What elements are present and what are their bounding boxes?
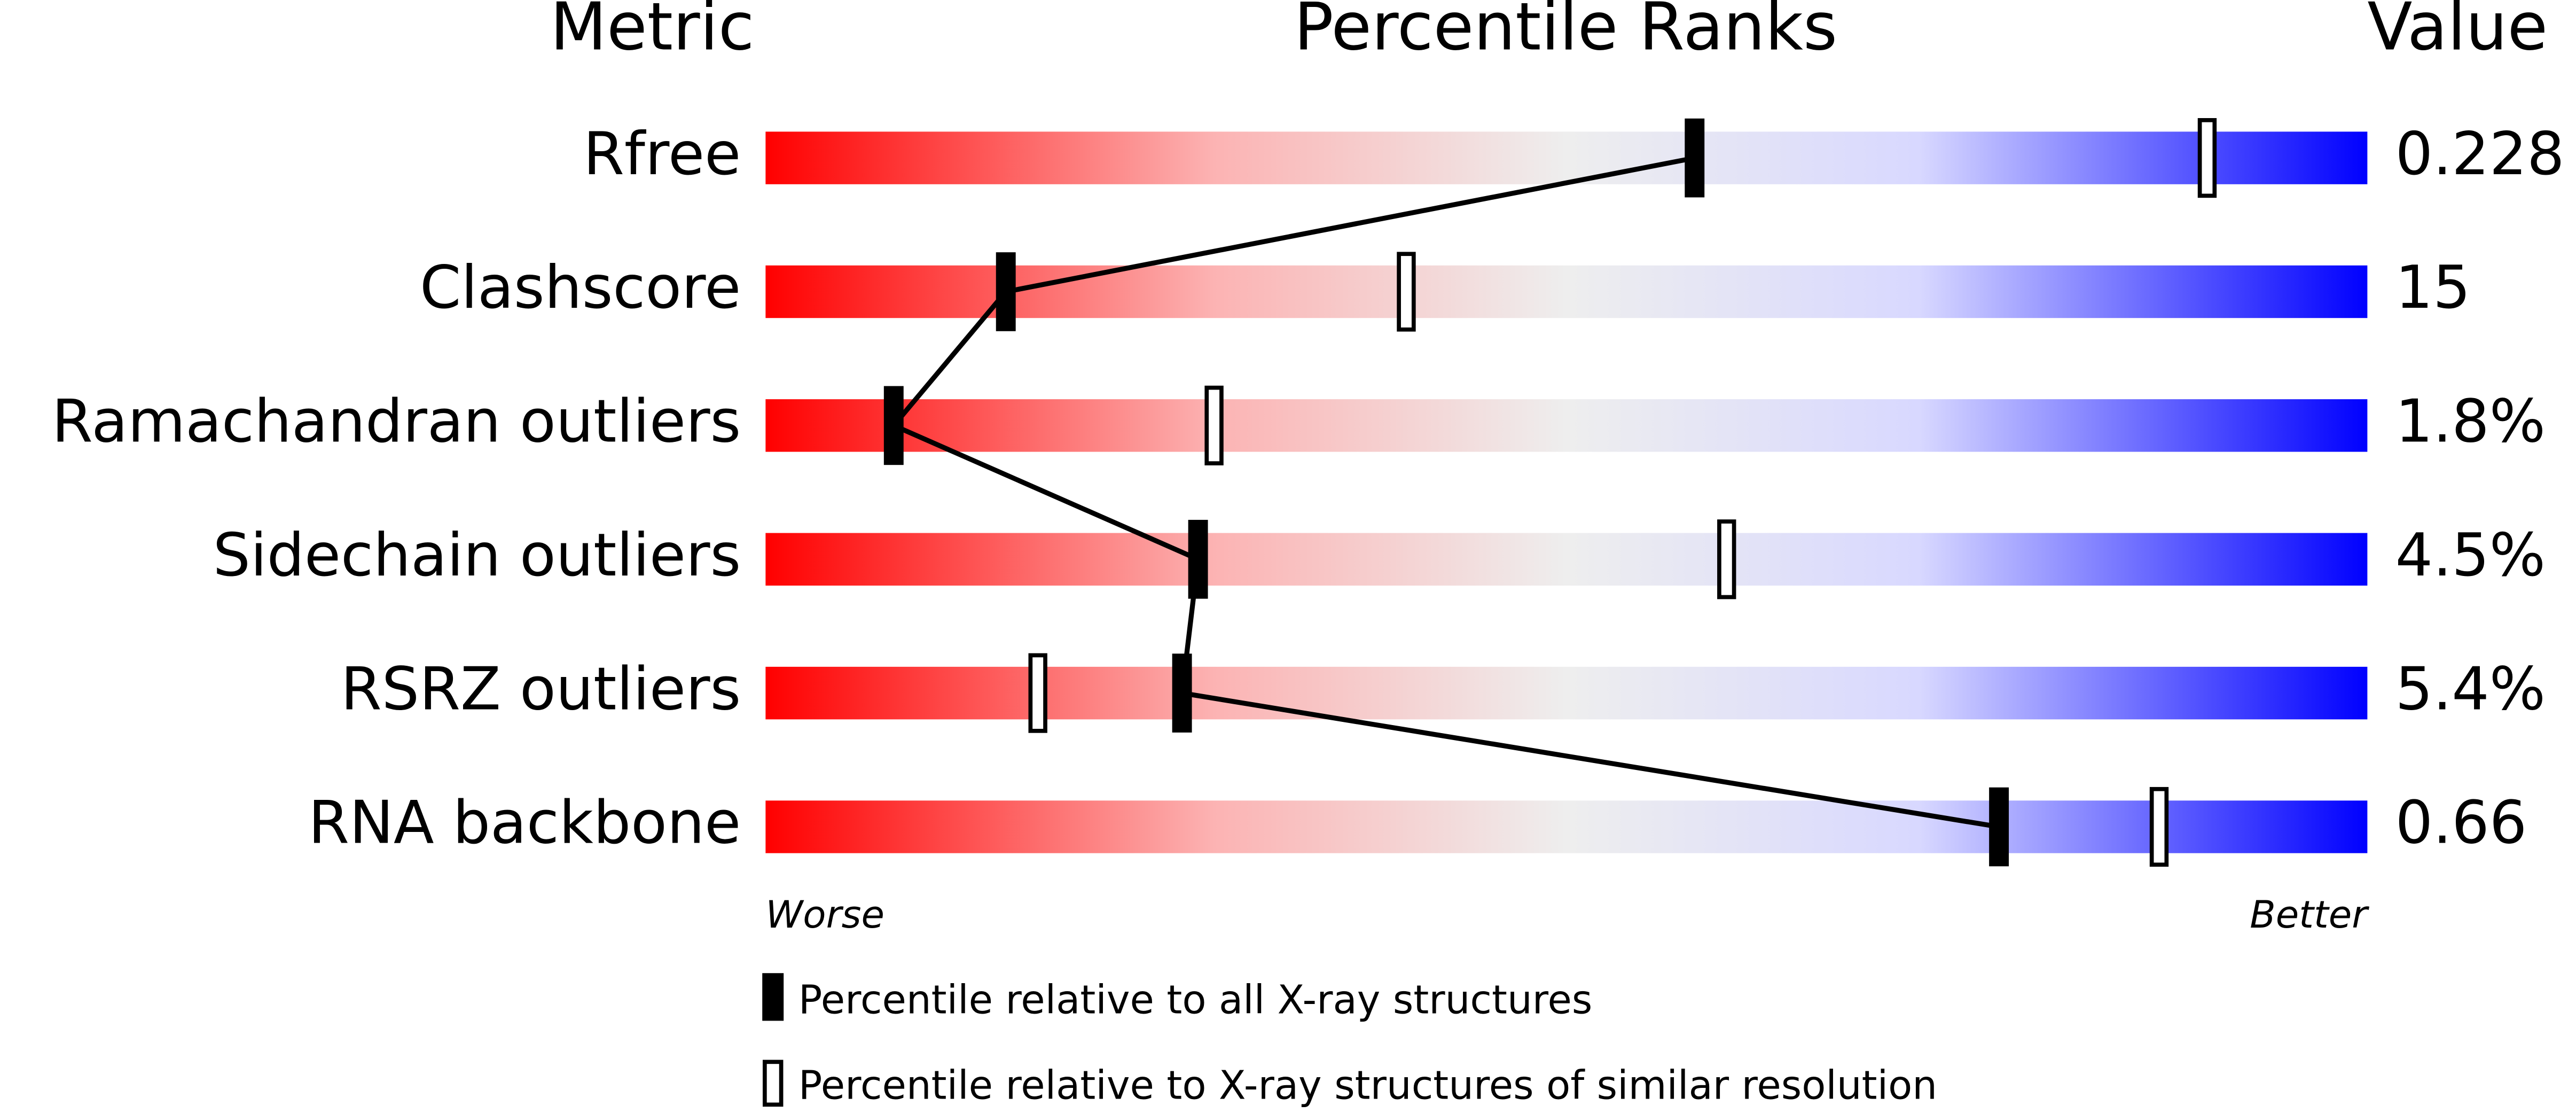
metric-value: 15 (2395, 253, 2471, 322)
metric-value: 5.4% (2395, 655, 2546, 723)
percentile-bar (765, 131, 2368, 184)
absolute-marker (1188, 519, 1208, 599)
metric-label: RSRZ outliers (341, 655, 741, 723)
header: Value (2367, 0, 2548, 65)
metric-label: Clashscore (420, 253, 741, 322)
relative-marker (2197, 118, 2217, 198)
relative-marker (1204, 385, 1224, 465)
absolute-marker (1172, 653, 1192, 733)
relative-marker (1397, 252, 1416, 332)
better-label: Better (2250, 892, 2369, 937)
absolute-marker (883, 386, 904, 465)
metric-label: RNA backbone (308, 789, 741, 858)
metric-value: 0.66 (2395, 789, 2527, 858)
relative-marker (1028, 653, 1047, 733)
absolute-marker (1685, 118, 1705, 198)
percentile-bar (765, 399, 2368, 452)
metric-value: 0.228 (2395, 120, 2565, 189)
absolute-marker (1989, 787, 2009, 867)
legend-swatch (762, 973, 784, 1021)
header: Percentile Ranks (1294, 0, 1837, 65)
legend-label: Percentile relative to all X-ray structu… (798, 977, 1592, 1023)
percentile-bar (765, 800, 2368, 853)
percentile-bar (765, 666, 2368, 720)
percentile-bar (765, 265, 2368, 318)
metric-label: Rfree (583, 120, 741, 189)
metric-value: 1.8% (2395, 387, 2546, 456)
metric-value: 4.5% (2395, 521, 2546, 590)
legend-swatch (762, 1060, 784, 1107)
worse-label: Worse (765, 892, 884, 937)
relative-marker (1717, 519, 1736, 600)
relative-marker (2149, 787, 2169, 867)
metric-label: Sidechain outliers (213, 521, 741, 590)
legend-label: Percentile relative to X-ray structures … (798, 1063, 1937, 1109)
metric-label: Ramachandran outliers (52, 387, 741, 456)
connector-line (889, 155, 2000, 830)
header: Metric (550, 0, 754, 65)
absolute-marker (996, 252, 1016, 331)
percentile-bar (765, 533, 2368, 586)
